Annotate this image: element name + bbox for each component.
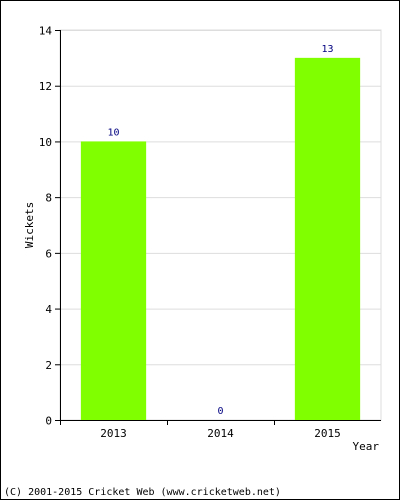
y-tick-label: 4 <box>45 303 52 316</box>
x-tick-label: 2015 <box>314 427 341 440</box>
y-tick-label: 10 <box>39 136 52 149</box>
bar <box>80 141 147 420</box>
footer-copyright: (C) 2001-2015 Cricket Web (www.cricketwe… <box>4 487 281 498</box>
y-axis-title: Wickets <box>23 202 36 248</box>
x-tick-label: 2013 <box>100 427 127 440</box>
bar-value-label: 13 <box>321 44 333 55</box>
x-tick-label: 2014 <box>207 427 234 440</box>
axes <box>55 30 381 425</box>
x-axis-title: Year <box>353 440 380 453</box>
labels: 0 2 4 6 8 10 12 14 10 2013 0 2014 13 2015 Wickets Year <box>23 25 379 454</box>
y-tick-label: 2 <box>45 359 52 372</box>
bar <box>294 57 361 420</box>
y-tick-label: 0 <box>45 415 52 428</box>
y-tick-label: 12 <box>39 80 52 93</box>
bar-value-label: 10 <box>107 127 119 138</box>
bar-value-label: 0 <box>217 406 223 417</box>
y-tick-label: 6 <box>45 247 52 260</box>
y-tick-label: 8 <box>45 192 52 205</box>
y-tick-label: 14 <box>39 25 53 38</box>
bars <box>80 57 361 420</box>
